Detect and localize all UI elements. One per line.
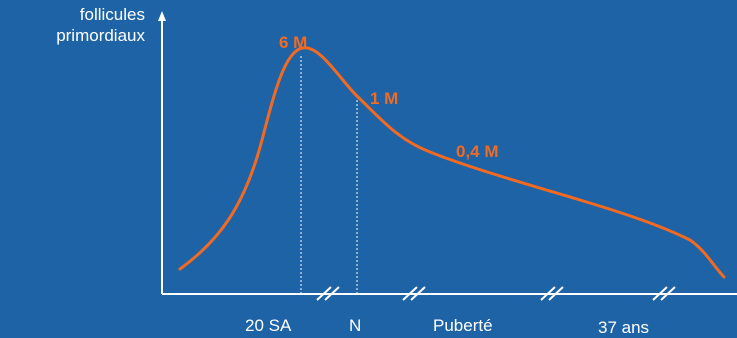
axis-break-mark: [402, 286, 426, 301]
axis-break-mark: [316, 286, 340, 301]
axis-break-mark: [540, 286, 564, 301]
annotation-1m: 1 M: [370, 89, 398, 108]
annotation-04m: 0,4 M: [456, 142, 499, 161]
x-tick-label-37ans: 37 ans: [598, 318, 649, 337]
axis-break-mark: [652, 286, 676, 301]
x-tick-label-puberte: Puberté: [433, 316, 493, 335]
y-axis-label: follicules primordiaux: [56, 5, 145, 45]
annotation-6m: 6 M: [279, 33, 307, 52]
x-tick-label-20sa: 20 SA: [245, 316, 292, 335]
axis-breaks: [316, 286, 676, 301]
x-tick-label-n: N: [349, 316, 361, 335]
y-axis-arrow: [158, 11, 166, 21]
series-line: [178, 46, 726, 279]
